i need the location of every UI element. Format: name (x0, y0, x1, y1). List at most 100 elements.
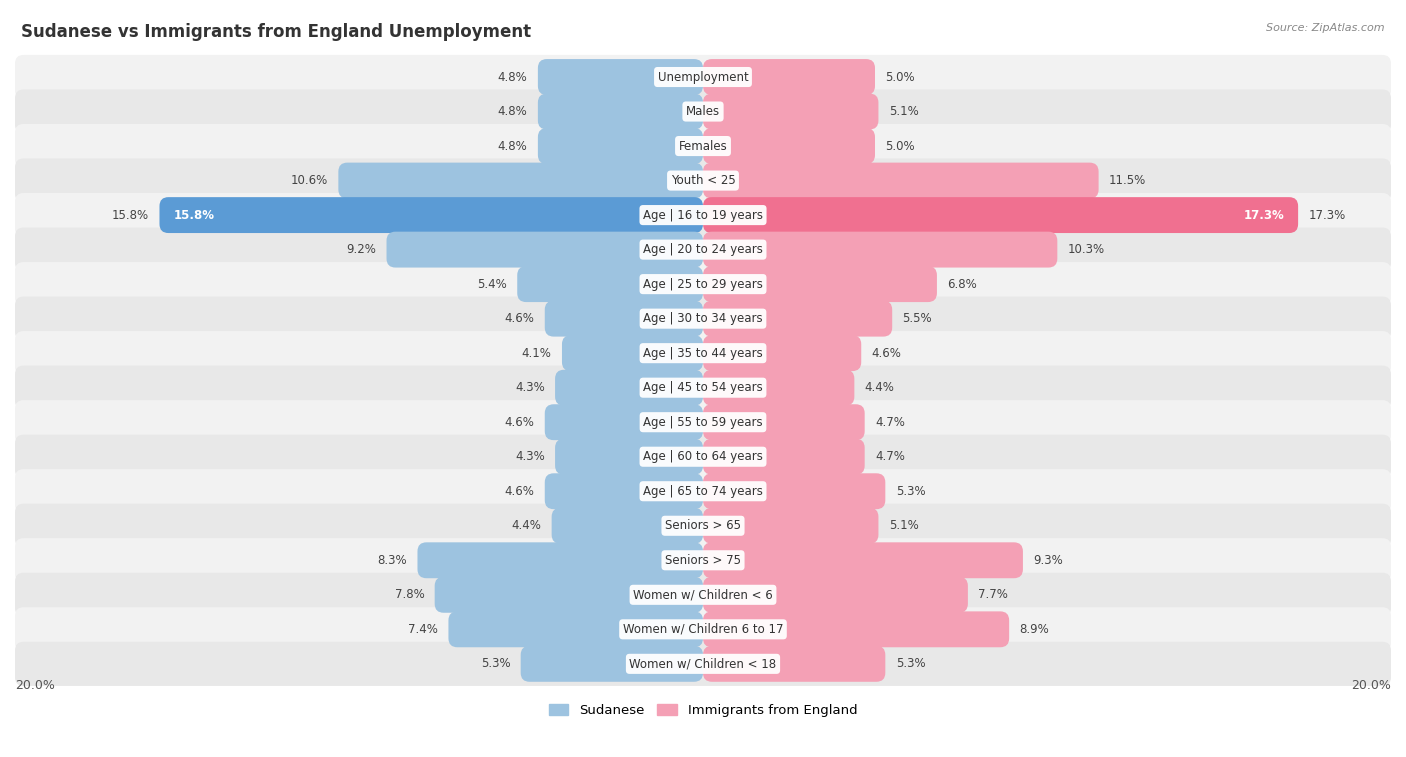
FancyBboxPatch shape (555, 439, 703, 475)
Text: 4.1%: 4.1% (522, 347, 551, 360)
FancyBboxPatch shape (15, 503, 1391, 548)
FancyBboxPatch shape (15, 366, 1391, 410)
FancyBboxPatch shape (703, 335, 862, 371)
Text: 17.3%: 17.3% (1244, 209, 1284, 222)
Text: Age | 35 to 44 years: Age | 35 to 44 years (643, 347, 763, 360)
FancyBboxPatch shape (15, 400, 1391, 444)
Text: 4.8%: 4.8% (498, 105, 527, 118)
FancyBboxPatch shape (703, 404, 865, 440)
Text: 4.3%: 4.3% (515, 382, 544, 394)
FancyBboxPatch shape (555, 369, 703, 406)
FancyBboxPatch shape (15, 228, 1391, 272)
Text: Males: Males (686, 105, 720, 118)
Text: 5.4%: 5.4% (477, 278, 508, 291)
Text: 7.4%: 7.4% (408, 623, 439, 636)
Text: 15.8%: 15.8% (112, 209, 149, 222)
Text: Women w/ Children 6 to 17: Women w/ Children 6 to 17 (623, 623, 783, 636)
FancyBboxPatch shape (538, 59, 703, 95)
FancyBboxPatch shape (15, 262, 1391, 307)
Text: 10.6%: 10.6% (291, 174, 328, 187)
FancyBboxPatch shape (703, 369, 855, 406)
FancyBboxPatch shape (15, 607, 1391, 652)
Text: 11.5%: 11.5% (1109, 174, 1146, 187)
Text: 5.0%: 5.0% (886, 70, 915, 83)
Text: 4.8%: 4.8% (498, 70, 527, 83)
FancyBboxPatch shape (339, 163, 703, 198)
Text: 5.3%: 5.3% (896, 484, 925, 498)
FancyBboxPatch shape (15, 124, 1391, 168)
FancyBboxPatch shape (544, 404, 703, 440)
Text: Sudanese vs Immigrants from England Unemployment: Sudanese vs Immigrants from England Unem… (21, 23, 531, 41)
FancyBboxPatch shape (517, 266, 703, 302)
FancyBboxPatch shape (703, 197, 1298, 233)
FancyBboxPatch shape (703, 266, 936, 302)
Text: Source: ZipAtlas.com: Source: ZipAtlas.com (1267, 23, 1385, 33)
Text: 4.6%: 4.6% (505, 312, 534, 326)
Text: Age | 20 to 24 years: Age | 20 to 24 years (643, 243, 763, 256)
FancyBboxPatch shape (703, 232, 1057, 267)
FancyBboxPatch shape (538, 128, 703, 164)
Text: Seniors > 75: Seniors > 75 (665, 554, 741, 567)
FancyBboxPatch shape (703, 163, 1098, 198)
FancyBboxPatch shape (703, 128, 875, 164)
FancyBboxPatch shape (434, 577, 703, 612)
FancyBboxPatch shape (703, 301, 893, 337)
FancyBboxPatch shape (703, 612, 1010, 647)
Text: 4.4%: 4.4% (512, 519, 541, 532)
Text: 9.2%: 9.2% (346, 243, 377, 256)
Text: Age | 30 to 34 years: Age | 30 to 34 years (643, 312, 763, 326)
FancyBboxPatch shape (15, 573, 1391, 617)
FancyBboxPatch shape (15, 642, 1391, 686)
Text: 4.6%: 4.6% (505, 484, 534, 498)
Text: 5.0%: 5.0% (886, 139, 915, 153)
Text: 4.6%: 4.6% (872, 347, 901, 360)
FancyBboxPatch shape (703, 508, 879, 544)
Text: Age | 60 to 64 years: Age | 60 to 64 years (643, 450, 763, 463)
FancyBboxPatch shape (703, 94, 879, 129)
FancyBboxPatch shape (159, 197, 703, 233)
FancyBboxPatch shape (520, 646, 703, 682)
FancyBboxPatch shape (551, 508, 703, 544)
Text: 4.8%: 4.8% (498, 139, 527, 153)
Text: Age | 55 to 59 years: Age | 55 to 59 years (643, 416, 763, 428)
Text: 15.8%: 15.8% (173, 209, 214, 222)
Text: Unemployment: Unemployment (658, 70, 748, 83)
Text: Age | 45 to 54 years: Age | 45 to 54 years (643, 382, 763, 394)
Text: 5.5%: 5.5% (903, 312, 932, 326)
Legend: Sudanese, Immigrants from England: Sudanese, Immigrants from England (543, 699, 863, 723)
Text: 4.3%: 4.3% (515, 450, 544, 463)
Text: 5.1%: 5.1% (889, 105, 918, 118)
FancyBboxPatch shape (15, 55, 1391, 99)
FancyBboxPatch shape (562, 335, 703, 371)
FancyBboxPatch shape (15, 89, 1391, 134)
Text: 4.4%: 4.4% (865, 382, 894, 394)
Text: Women w/ Children < 6: Women w/ Children < 6 (633, 588, 773, 601)
Text: 8.9%: 8.9% (1019, 623, 1049, 636)
FancyBboxPatch shape (544, 473, 703, 509)
FancyBboxPatch shape (538, 94, 703, 129)
Text: 10.3%: 10.3% (1067, 243, 1105, 256)
Text: Women w/ Children < 18: Women w/ Children < 18 (630, 657, 776, 671)
Text: 4.7%: 4.7% (875, 416, 905, 428)
Text: 9.3%: 9.3% (1033, 554, 1063, 567)
Text: Youth < 25: Youth < 25 (671, 174, 735, 187)
FancyBboxPatch shape (15, 538, 1391, 582)
Text: 7.7%: 7.7% (979, 588, 1008, 601)
FancyBboxPatch shape (15, 193, 1391, 237)
Text: 6.8%: 6.8% (948, 278, 977, 291)
Text: 7.8%: 7.8% (395, 588, 425, 601)
Text: 4.7%: 4.7% (875, 450, 905, 463)
FancyBboxPatch shape (703, 646, 886, 682)
FancyBboxPatch shape (15, 297, 1391, 341)
FancyBboxPatch shape (15, 158, 1391, 203)
Text: 4.6%: 4.6% (505, 416, 534, 428)
Text: 20.0%: 20.0% (15, 679, 55, 692)
Text: 5.1%: 5.1% (889, 519, 918, 532)
Text: Age | 65 to 74 years: Age | 65 to 74 years (643, 484, 763, 498)
Text: 8.3%: 8.3% (378, 554, 408, 567)
FancyBboxPatch shape (703, 473, 886, 509)
FancyBboxPatch shape (703, 542, 1024, 578)
FancyBboxPatch shape (703, 577, 967, 612)
FancyBboxPatch shape (449, 612, 703, 647)
Text: Seniors > 65: Seniors > 65 (665, 519, 741, 532)
